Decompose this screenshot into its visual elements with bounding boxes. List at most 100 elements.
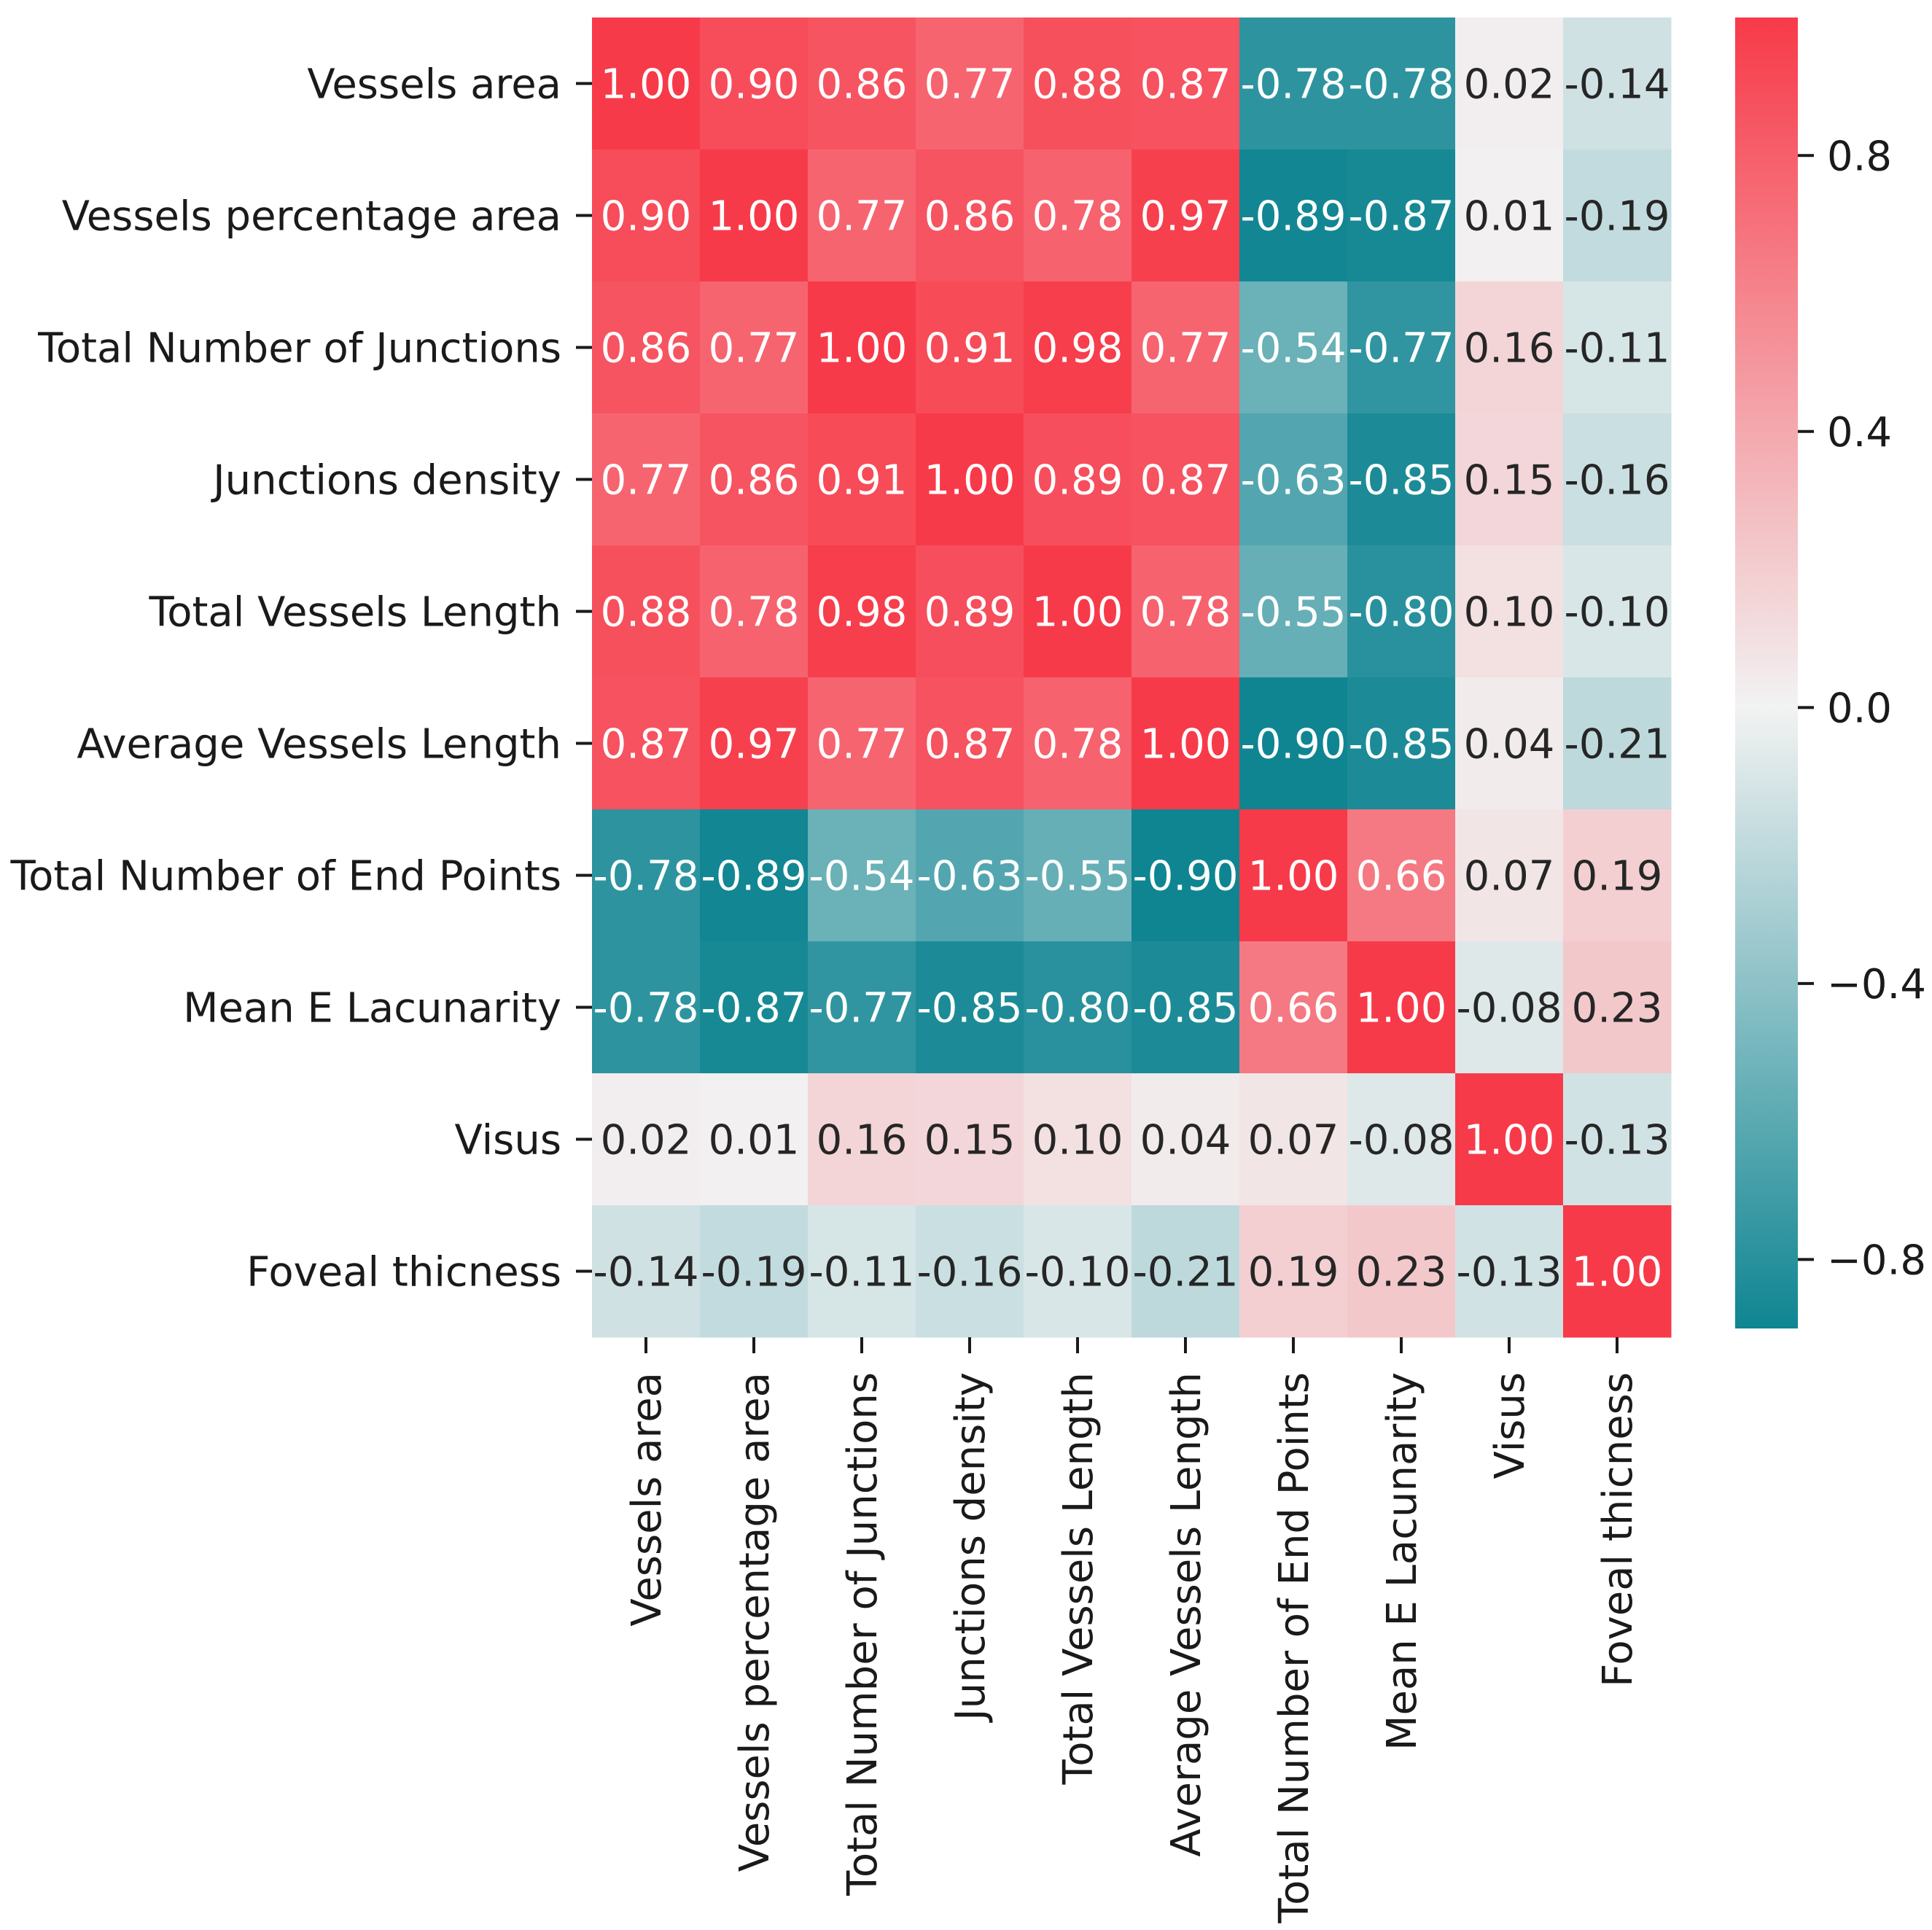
cell-value-label: -0.54	[809, 853, 915, 900]
colorbar-tick-label: 0.0	[1827, 685, 1892, 732]
heatmap-cell	[1563, 281, 1672, 414]
row-label: Foveal thicness	[246, 1249, 561, 1296]
heatmap-cell	[916, 413, 1024, 546]
cell-value-label: 0.78	[1140, 589, 1231, 637]
heatmap-cell	[1455, 545, 1564, 678]
heatmap-cell	[592, 1205, 701, 1338]
cell-value-label: 0.66	[1248, 985, 1339, 1032]
heatmap-cell	[592, 149, 701, 282]
heatmap-cell	[592, 809, 701, 942]
heatmap-cell	[1131, 677, 1240, 810]
heatmap-cell	[916, 545, 1024, 678]
heatmap-cell	[916, 281, 1024, 414]
heatmap-cell	[1024, 281, 1132, 414]
heatmap-cell	[1563, 677, 1672, 810]
cell-value-label: 0.19	[1248, 1249, 1339, 1296]
cell-value-label: -0.89	[1241, 193, 1347, 241]
cell-value-label: 0.01	[1464, 193, 1555, 241]
cell-value-label: 0.78	[1032, 193, 1123, 241]
heatmap-cell	[592, 1073, 701, 1206]
heatmap-cell	[808, 941, 916, 1074]
cell-value-label: -0.16	[917, 1249, 1023, 1296]
cell-value-label: 0.04	[1140, 1117, 1231, 1164]
row-label: Total Number of Junctions	[37, 325, 561, 373]
heatmap-cell	[808, 1205, 916, 1338]
column-label: Foveal thicness	[1594, 1372, 1642, 1687]
heatmap-cell	[1455, 1205, 1564, 1338]
heatmap-cell	[1347, 1073, 1456, 1206]
heatmap-cell	[808, 281, 916, 414]
cell-value-label: -0.89	[701, 853, 807, 900]
cell-value-label: -0.21	[1133, 1249, 1239, 1296]
column-label: Mean E Lacunarity	[1379, 1372, 1426, 1751]
cell-value-label: 0.77	[924, 61, 1016, 109]
cell-value-label: 0.78	[709, 589, 800, 637]
row-label: Vessels percentage area	[62, 193, 561, 241]
row-label: Vessels area	[307, 61, 561, 109]
cell-value-label: 0.86	[924, 193, 1016, 241]
cell-value-label: 1.00	[1572, 1249, 1663, 1296]
cell-value-label: 0.15	[924, 1117, 1016, 1164]
heatmap-cell	[1563, 545, 1672, 678]
column-label: Total Vessels Length	[1055, 1372, 1102, 1786]
cell-value-label: 0.16	[817, 1117, 908, 1164]
cell-value-label: 0.90	[601, 193, 692, 241]
cell-value-label: 0.77	[817, 721, 908, 769]
heatmap-cell	[1347, 413, 1456, 546]
heatmap-cell	[1024, 413, 1132, 546]
cell-value-label: -0.63	[1241, 457, 1347, 505]
cell-value-label: 0.10	[1464, 589, 1555, 637]
cell-value-label: -0.08	[1457, 985, 1562, 1032]
cell-value-label: 1.00	[601, 61, 692, 109]
cell-value-label: 1.00	[1248, 853, 1339, 900]
heatmap-cell	[700, 677, 809, 810]
cell-value-label: -0.90	[1133, 853, 1239, 900]
cell-value-label: 1.00	[1356, 985, 1447, 1032]
heatmap-cell-values: 1.00 0.90 0.86 0.77 0.88 0.87 -0.78 -0.78 0.02 -0…	[593, 61, 1670, 1296]
cell-value-label: 0.88	[601, 589, 692, 637]
cell-value-label: -0.14	[1565, 61, 1670, 109]
heatmap-cell	[1024, 1205, 1132, 1338]
heatmap-cell	[808, 545, 916, 678]
heatmap-cell	[1024, 17, 1132, 150]
cell-value-label: 0.23	[1572, 985, 1663, 1032]
heatmap-cell	[1024, 677, 1132, 810]
cell-value-label: 1.00	[1464, 1117, 1555, 1164]
cell-value-label: -0.14	[593, 1249, 699, 1296]
heatmap-cell	[916, 809, 1024, 942]
heatmap-cell	[700, 149, 809, 282]
cell-value-label: 0.19	[1572, 853, 1663, 900]
cell-value-label: -0.16	[1565, 457, 1670, 505]
heatmap-cell	[916, 17, 1024, 150]
column-label: Visus	[1487, 1372, 1534, 1479]
heatmap-cell	[700, 281, 809, 414]
heatmap-cell	[1347, 941, 1456, 1074]
cell-value-label: -0.13	[1565, 1117, 1670, 1164]
heatmap-cell	[1455, 809, 1564, 942]
heatmap-cell	[700, 413, 809, 546]
heatmap-cell	[1347, 149, 1456, 282]
heatmap-cell	[1563, 413, 1672, 546]
column-label: Junctions density	[947, 1372, 994, 1723]
cell-value-label: -0.90	[1241, 721, 1347, 769]
heatmap-cell	[808, 17, 916, 150]
heatmap-cells	[592, 17, 1672, 1338]
cell-value-label: 0.98	[817, 589, 908, 637]
heatmap-cell	[1131, 545, 1240, 678]
heatmap-cell	[1239, 1073, 1348, 1206]
cell-value-label: 0.77	[601, 457, 692, 505]
cell-value-label: -0.63	[917, 853, 1023, 900]
heatmap-cell	[700, 1073, 809, 1206]
heatmap-cell	[592, 941, 701, 1074]
row-label: Average Vessels Length	[77, 721, 561, 769]
heatmap-cell	[1239, 17, 1348, 150]
cell-value-label: -0.55	[1025, 853, 1131, 900]
heatmap-cell	[808, 149, 916, 282]
cell-value-label: 0.89	[924, 589, 1016, 637]
cell-value-label: 0.87	[924, 721, 1016, 769]
heatmap-cell	[1131, 1205, 1240, 1338]
heatmap-cell	[916, 1205, 1024, 1338]
heatmap-cell	[1455, 149, 1564, 282]
heatmap-cell	[1563, 149, 1672, 282]
